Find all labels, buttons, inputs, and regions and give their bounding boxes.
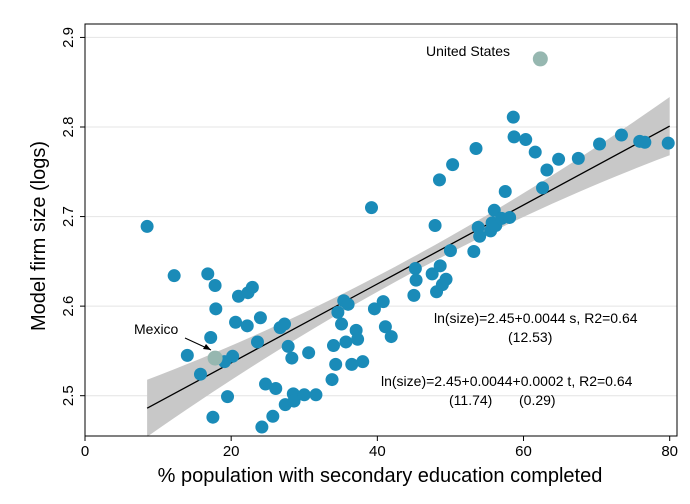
data-point-49 bbox=[384, 330, 398, 344]
x-tick-label-80: 80 bbox=[661, 443, 678, 460]
data-point-60 bbox=[443, 244, 457, 258]
data-point-81 bbox=[593, 137, 607, 151]
y-axis-title: Model firm size (logs) bbox=[28, 141, 50, 331]
data-point-74 bbox=[507, 130, 521, 144]
label-united-states: United States bbox=[426, 43, 510, 59]
x-axis: 0 20 40 60 80 bbox=[81, 436, 678, 460]
x-axis-title: % population with secondary education co… bbox=[158, 465, 603, 487]
data-point-50 bbox=[407, 288, 421, 302]
data-point-17 bbox=[250, 335, 264, 349]
x-tick-label-20: 20 bbox=[223, 443, 240, 460]
highlight-point-mexico bbox=[207, 350, 223, 366]
data-point-29 bbox=[287, 394, 301, 408]
data-point-31 bbox=[302, 346, 316, 360]
data-point-75 bbox=[519, 133, 533, 147]
data-point-12 bbox=[229, 315, 243, 329]
data-point-11 bbox=[226, 349, 240, 363]
data-point-51 bbox=[408, 262, 422, 276]
data-point-36 bbox=[331, 305, 345, 319]
data-point-18 bbox=[253, 311, 267, 325]
data-point-33 bbox=[325, 373, 339, 387]
data-point-4 bbox=[201, 267, 215, 281]
data-point-2 bbox=[180, 348, 194, 362]
data-point-39 bbox=[339, 335, 353, 349]
data-point-54 bbox=[428, 219, 442, 233]
data-point-62 bbox=[467, 244, 481, 258]
data-point-45 bbox=[364, 201, 378, 215]
y-tick-label-2.5: 2.5 bbox=[60, 385, 77, 406]
equation-1-tstat: (12.53) bbox=[508, 329, 552, 345]
data-point-82 bbox=[614, 128, 628, 142]
data-point-14 bbox=[240, 319, 254, 333]
y-tick-label-2.7: 2.7 bbox=[60, 206, 77, 227]
data-point-30 bbox=[297, 388, 311, 402]
data-point-61 bbox=[446, 158, 460, 172]
data-point-34 bbox=[326, 339, 340, 353]
data-point-53 bbox=[425, 267, 439, 281]
data-point-26 bbox=[281, 339, 295, 353]
data-point-20 bbox=[259, 377, 273, 391]
data-point-21 bbox=[266, 409, 280, 423]
equation-2: ln(size)=2.45+0.0044+0.0002 t, R2=0.64 bbox=[381, 373, 633, 389]
highlight-point-united-states bbox=[532, 51, 548, 67]
data-point-7 bbox=[209, 302, 223, 316]
data-point-27 bbox=[285, 351, 299, 365]
y-tick-label-2.9: 2.9 bbox=[60, 27, 77, 48]
label-mexico: Mexico bbox=[134, 321, 179, 337]
gridlines bbox=[85, 36, 677, 397]
data-point-72 bbox=[503, 210, 517, 224]
data-point-16 bbox=[245, 280, 259, 294]
data-point-32 bbox=[309, 388, 323, 402]
x-tick-label-60: 60 bbox=[515, 443, 532, 460]
equation-2-tstat-2: (0.29) bbox=[519, 392, 556, 408]
y-tick-label-2.6: 2.6 bbox=[60, 296, 77, 317]
data-point-37 bbox=[335, 317, 349, 331]
data-point-46 bbox=[367, 302, 381, 316]
data-point-5 bbox=[204, 330, 218, 344]
data-point-40 bbox=[341, 297, 355, 311]
plot-frame bbox=[84, 23, 678, 437]
data-point-59 bbox=[439, 272, 453, 286]
data-point-1 bbox=[167, 269, 181, 283]
points-layer bbox=[140, 51, 675, 434]
data-point-3 bbox=[193, 367, 207, 381]
data-point-80 bbox=[571, 151, 585, 165]
data-point-71 bbox=[498, 184, 512, 198]
data-point-19 bbox=[255, 420, 269, 434]
data-point-77 bbox=[536, 181, 550, 195]
data-point-85 bbox=[661, 136, 675, 150]
data-point-65 bbox=[473, 229, 487, 243]
data-point-52 bbox=[409, 273, 423, 287]
data-point-56 bbox=[432, 173, 446, 187]
x-tick-label-40: 40 bbox=[369, 443, 386, 460]
data-point-6 bbox=[208, 279, 222, 293]
y-axis: 2.5 2.6 2.7 2.8 2.9 bbox=[60, 27, 85, 406]
data-point-43 bbox=[351, 332, 365, 346]
equation-2-tstat-1: (11.74) bbox=[449, 392, 492, 408]
data-point-84 bbox=[638, 135, 652, 149]
mexico-arrow-head bbox=[203, 344, 211, 350]
y-tick-label-2.8: 2.8 bbox=[60, 117, 77, 138]
data-point-48 bbox=[378, 320, 392, 334]
data-point-41 bbox=[345, 357, 359, 371]
data-point-63 bbox=[469, 141, 483, 155]
data-point-78 bbox=[540, 163, 554, 177]
data-point-22 bbox=[269, 382, 283, 396]
x-tick-label-0: 0 bbox=[81, 443, 89, 460]
data-point-76 bbox=[528, 145, 542, 159]
data-point-47 bbox=[376, 295, 390, 309]
data-point-73 bbox=[506, 110, 520, 124]
equation-1: ln(size)=2.45+0.0044 s, R2=0.64 bbox=[434, 310, 638, 326]
data-point-44 bbox=[356, 355, 370, 369]
data-point-79 bbox=[552, 152, 566, 166]
data-point-8 bbox=[206, 410, 220, 424]
data-point-35 bbox=[329, 357, 343, 371]
data-point-57 bbox=[433, 259, 447, 273]
data-point-0 bbox=[140, 219, 154, 233]
data-point-10 bbox=[221, 390, 235, 404]
data-point-24 bbox=[278, 317, 292, 331]
